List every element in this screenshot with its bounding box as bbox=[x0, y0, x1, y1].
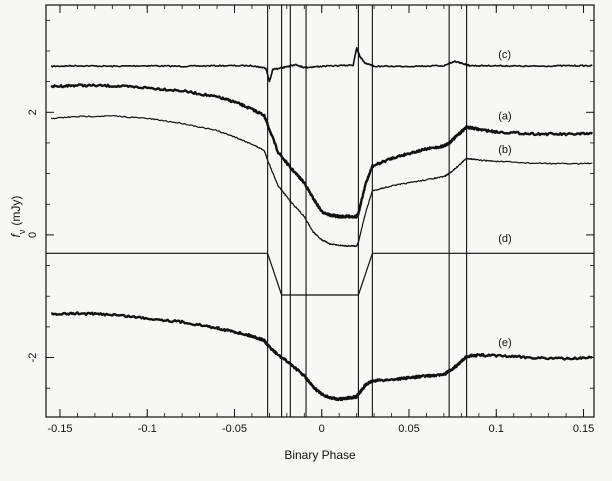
y-axis-label-symbol: f bbox=[9, 232, 23, 237]
x-axis-label: Binary Phase bbox=[284, 448, 356, 462]
y-axis-label-subscript: ν bbox=[17, 229, 27, 234]
series-line bbox=[46, 252, 594, 296]
y-axis-label-unit: (mJy) bbox=[9, 196, 23, 226]
x-tick-label: -0.15 bbox=[47, 423, 72, 435]
series-line bbox=[50, 46, 593, 83]
series-line bbox=[50, 114, 593, 248]
series-line bbox=[50, 311, 593, 402]
y-tick-label: -2 bbox=[27, 353, 39, 363]
axis-ticks: -0.15 -0.1 -0.05 0 0.05 0.1 0.15 -2 0 2 bbox=[27, 5, 594, 435]
series-label: (a) bbox=[498, 110, 511, 122]
plot-frame bbox=[45, 4, 595, 418]
x-tick-label: 0 bbox=[319, 423, 325, 435]
x-tick-label: -0.05 bbox=[222, 423, 247, 435]
y-tick-label: 2 bbox=[27, 109, 39, 115]
y-axis-label: fν (mJy) bbox=[9, 196, 27, 238]
series-label: (b) bbox=[498, 144, 511, 156]
x-tick-label: -0.1 bbox=[138, 423, 157, 435]
series-label: (c) bbox=[498, 49, 511, 61]
y-tick-label: 0 bbox=[27, 232, 39, 238]
series-line bbox=[50, 83, 594, 219]
x-tick-label: 0.05 bbox=[398, 423, 419, 435]
plot-layer: (c) (a) (b) (d) (e) bbox=[46, 5, 594, 417]
x-tick-label: 0.15 bbox=[573, 423, 594, 435]
series-label: (d) bbox=[498, 233, 511, 245]
series-label: (e) bbox=[498, 337, 511, 349]
x-tick-label: 0.1 bbox=[489, 423, 504, 435]
